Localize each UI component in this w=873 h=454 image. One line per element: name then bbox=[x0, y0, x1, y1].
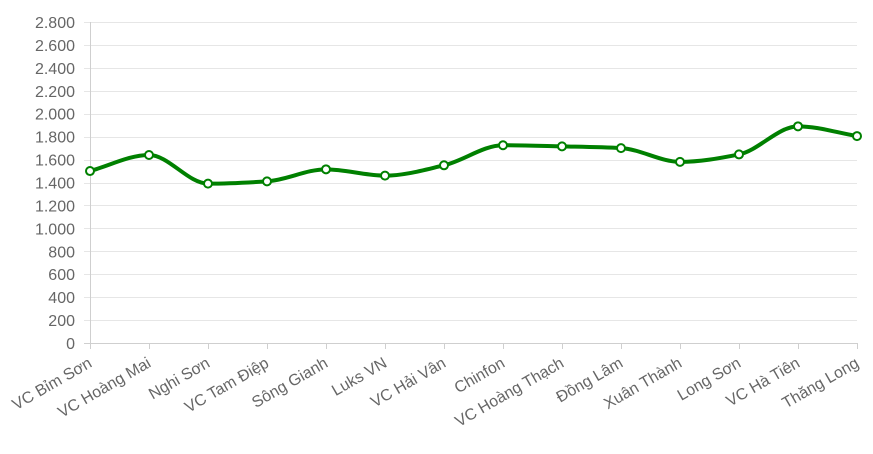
y-tick-label: 1.400 bbox=[35, 176, 75, 193]
y-tick-label: 800 bbox=[48, 244, 75, 261]
data-point[interactable] bbox=[793, 121, 803, 132]
y-tick-label: 2.000 bbox=[35, 107, 75, 124]
y-tick-label: 200 bbox=[48, 313, 75, 330]
y-tick-label: 2.800 bbox=[35, 15, 75, 32]
data-point[interactable] bbox=[262, 176, 272, 187]
data-points bbox=[85, 121, 862, 189]
gridlines bbox=[84, 22, 858, 349]
data-point[interactable] bbox=[557, 141, 567, 152]
data-point[interactable] bbox=[380, 170, 390, 181]
y-axis: 0 200 400 600 800 1.000 1.200 1.400 1.600 1.800 2.… bbox=[35, 15, 75, 353]
y-tick-label: 600 bbox=[48, 267, 75, 284]
data-point[interactable] bbox=[321, 164, 331, 175]
y-tick-label: 2.200 bbox=[35, 84, 75, 101]
data-point[interactable] bbox=[144, 149, 154, 160]
data-point[interactable] bbox=[498, 140, 508, 151]
y-tick-label: 0 bbox=[66, 336, 75, 353]
y-tick-label: 1.800 bbox=[35, 130, 75, 147]
data-point[interactable] bbox=[852, 131, 862, 142]
y-tick-label: 400 bbox=[48, 290, 75, 307]
data-point[interactable] bbox=[439, 160, 449, 171]
data-point[interactable] bbox=[734, 149, 744, 160]
y-tick-label: 2.400 bbox=[35, 61, 75, 78]
x-tick-label: VC Hoàng Thạch bbox=[452, 355, 567, 431]
y-tick-label: 2.600 bbox=[35, 38, 75, 55]
data-point[interactable] bbox=[616, 143, 626, 154]
data-point[interactable] bbox=[85, 166, 95, 177]
y-tick-label: 1.200 bbox=[35, 198, 75, 215]
y-tick-label: 1.000 bbox=[35, 221, 75, 238]
data-point[interactable] bbox=[203, 178, 213, 189]
data-point[interactable] bbox=[675, 156, 685, 167]
y-tick-label: 1.600 bbox=[35, 153, 75, 170]
